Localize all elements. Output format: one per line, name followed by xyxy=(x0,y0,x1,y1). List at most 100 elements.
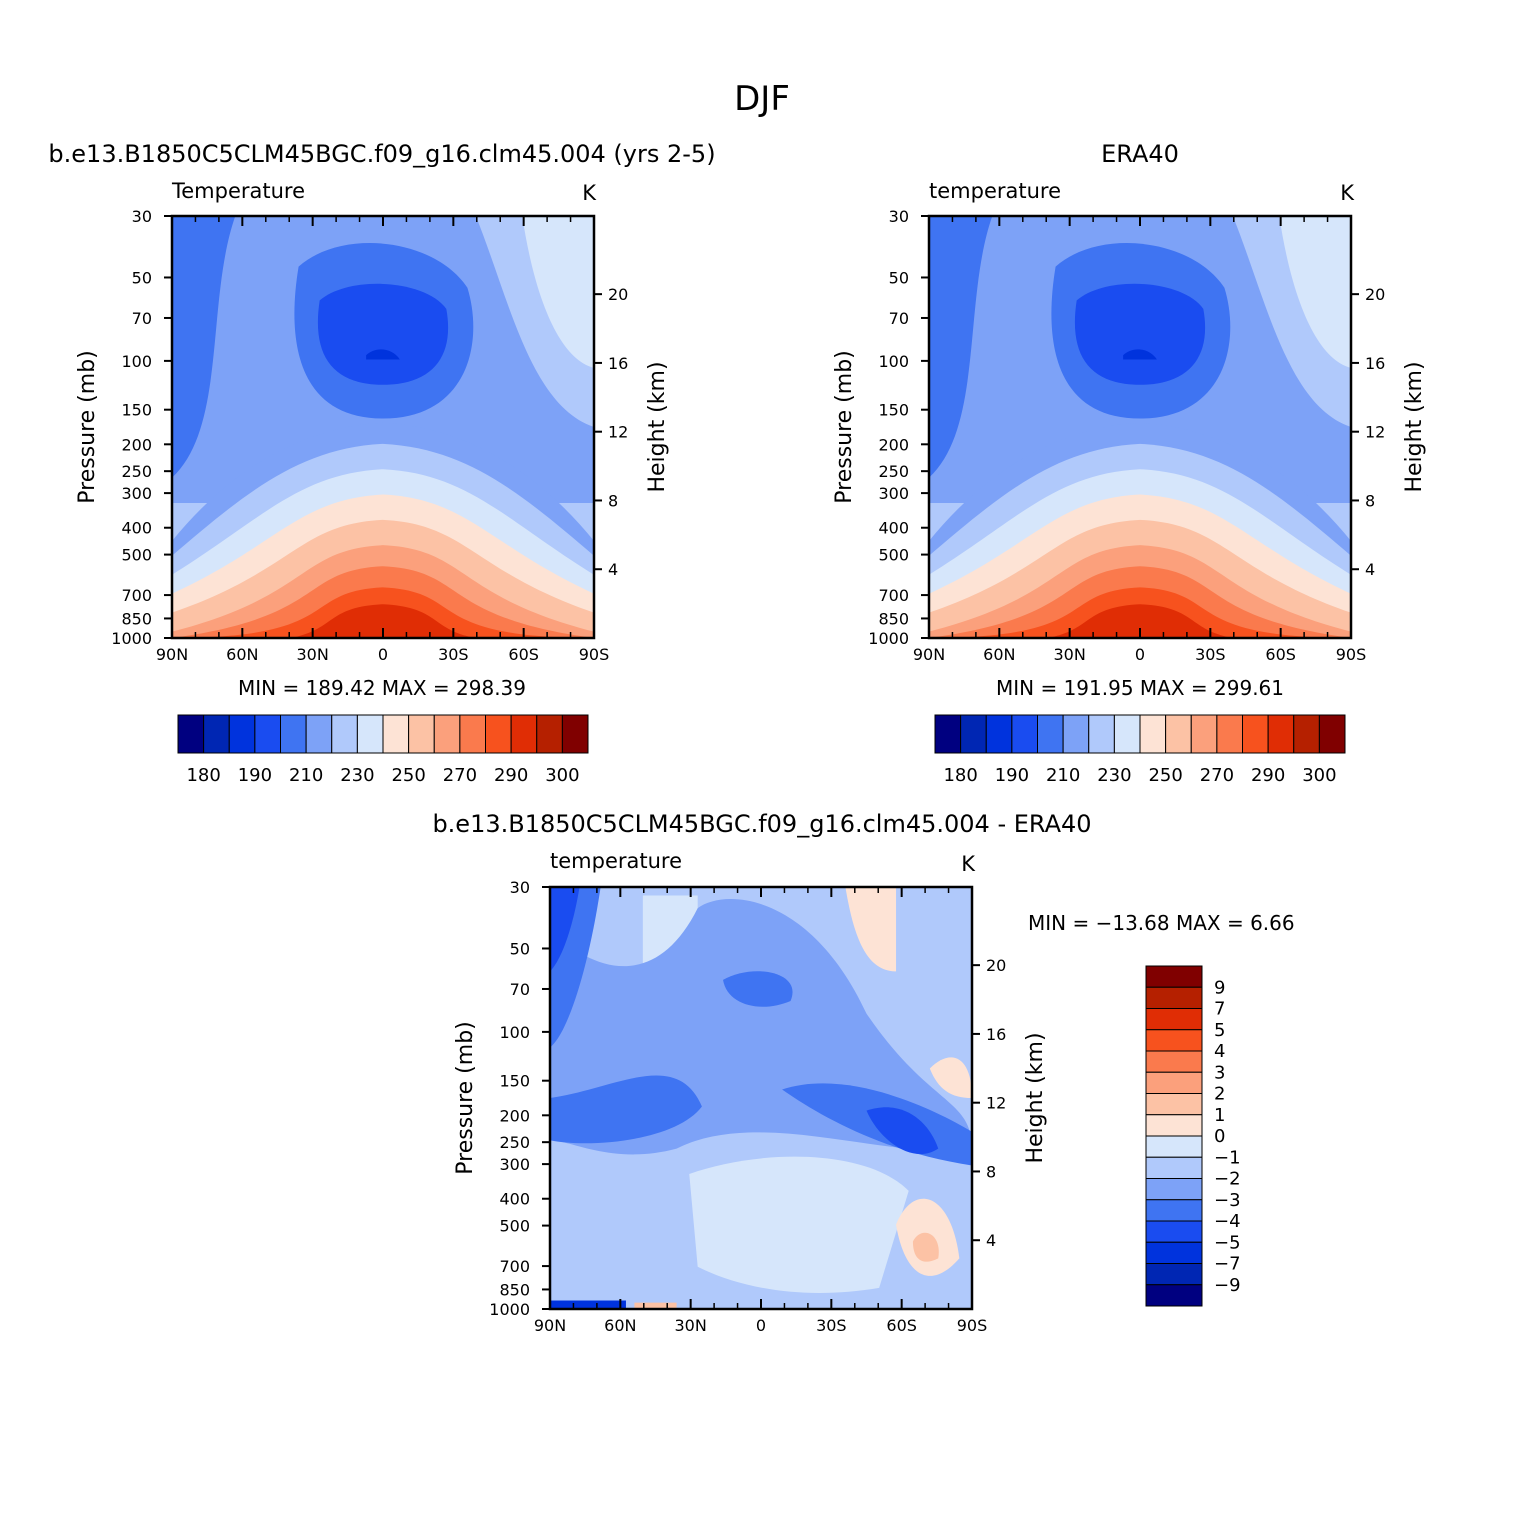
colorbar-label: 0 xyxy=(1214,1126,1225,1147)
x-tick-label: 60N xyxy=(226,645,258,664)
x-tick-label: 60N xyxy=(604,1316,636,1335)
y-tick-label: 850 xyxy=(878,609,909,628)
colorbar-label: 300 xyxy=(545,765,579,786)
x-tick-label: 30N xyxy=(297,645,329,664)
chart-plot-model: 90N 60N 30N 0 30S 60S 90S 30 50 70 100 150 200 250 300… xyxy=(75,207,670,664)
colorbar-swatch xyxy=(280,714,307,754)
colorbar-swatch xyxy=(1293,714,1320,754)
colorbar-label: 290 xyxy=(494,765,528,786)
colorbar-swatch xyxy=(459,714,486,754)
x-tick-label: 90S xyxy=(957,1316,988,1335)
colorbar-label: 180 xyxy=(943,765,977,786)
colorbar-label: −2 xyxy=(1214,1169,1241,1190)
colorbar-swatch xyxy=(408,714,435,754)
chart-plot-diff: 90N 60N 30N 0 30S 60S 90S 30 50 70 100 150 200 250 300… xyxy=(453,878,1048,1335)
colorbar-swatch xyxy=(1145,1178,1203,1201)
x-tick-label: 30N xyxy=(1054,645,1086,664)
y-tick-label: 400 xyxy=(878,519,909,538)
y-tick-label: 250 xyxy=(121,462,152,481)
x-tick-label: 0 xyxy=(756,1316,766,1335)
contour-band xyxy=(689,1156,909,1293)
contour-band xyxy=(929,216,993,478)
contour-band xyxy=(172,604,594,638)
colorbar-label: 7 xyxy=(1214,999,1225,1020)
colorbar-swatch xyxy=(1145,1135,1203,1158)
colorbar-swatch xyxy=(1145,1093,1203,1116)
y-tick-label: 100 xyxy=(878,352,909,371)
colorbar-swatch xyxy=(305,714,333,754)
contour-band xyxy=(929,604,1351,638)
y2-tick-label: 16 xyxy=(986,1025,1006,1044)
colorbar-swatch xyxy=(1242,714,1269,754)
y2-tick-label: 16 xyxy=(608,354,628,373)
x-tick-label: 60S xyxy=(886,1316,917,1335)
colorbar-label: 270 xyxy=(1200,765,1234,786)
y-tick-label: 70 xyxy=(889,309,909,328)
y-axis-title: Pressure (mb) xyxy=(453,1021,478,1175)
colorbar-label: 3 xyxy=(1214,1062,1225,1083)
colorbar-swatch xyxy=(1267,714,1295,754)
colorbar-swatch xyxy=(177,714,205,754)
colorbar-swatch xyxy=(485,714,512,754)
contour-band xyxy=(522,216,594,368)
colorbar-label: 290 xyxy=(1251,765,1285,786)
y-tick-label: 200 xyxy=(878,435,909,454)
panel-diff: b.e13.B1850C5CLM45BGC.f09_g16.clm45.004 … xyxy=(432,810,1294,935)
colorbar-swatch xyxy=(1145,1114,1203,1137)
colorbar-swatch xyxy=(1145,1008,1203,1031)
colorbar: 180 190 210 230 250 270 290 300 xyxy=(177,714,589,786)
y-tick-label: 150 xyxy=(121,401,152,420)
colorbar-label: −9 xyxy=(1214,1275,1241,1296)
figure-title: DJF xyxy=(734,79,790,119)
y-tick-label: 200 xyxy=(121,435,152,454)
contour-band xyxy=(1279,216,1351,368)
y2-tick-label: 12 xyxy=(1365,423,1385,442)
contour-band xyxy=(550,1075,702,1144)
y2-tick-label: 4 xyxy=(1365,560,1375,579)
colorbar-swatch xyxy=(1145,1241,1203,1264)
colorbar-swatch xyxy=(561,714,589,754)
y-tick-label: 500 xyxy=(878,546,909,565)
y2-tick-label: 12 xyxy=(608,423,628,442)
contour-band xyxy=(845,887,897,972)
y-tick-label: 300 xyxy=(878,484,909,503)
y-tick-label: 700 xyxy=(878,586,909,605)
contour-band xyxy=(172,216,236,478)
colorbar-label: −5 xyxy=(1214,1232,1241,1253)
y2-tick-label: 16 xyxy=(1365,354,1385,373)
y-tick-label: 30 xyxy=(132,207,152,226)
colorbar-swatch xyxy=(1011,714,1038,754)
y2-tick-label: 12 xyxy=(986,1094,1006,1113)
colorbar-label: 5 xyxy=(1214,1020,1225,1041)
x-tick-label: 30S xyxy=(816,1316,847,1335)
min-max-label: MIN = 191.95 MAX = 299.61 xyxy=(996,676,1284,700)
colorbar-swatch xyxy=(203,714,230,754)
y2-tick-label: 4 xyxy=(608,560,618,579)
y-tick-label: 500 xyxy=(499,1217,530,1236)
colorbar-swatch xyxy=(1145,1050,1203,1073)
contour-band xyxy=(929,1057,972,1098)
colorbar-label: −3 xyxy=(1214,1190,1241,1211)
y-axis-title: Pressure (mb) xyxy=(832,350,857,504)
x-tick-label: 90N xyxy=(156,645,188,664)
x-tick-label: 60N xyxy=(983,645,1015,664)
colorbar-swatch xyxy=(934,714,962,754)
colorbar-swatch xyxy=(1139,714,1167,754)
contour-band xyxy=(912,1232,939,1262)
panel-obs: ERA40 temperature K MIN = 191.95 MAX = 2… xyxy=(929,140,1355,700)
colorbar-swatch xyxy=(1145,1029,1203,1052)
colorbar-swatch xyxy=(1088,714,1115,754)
y-tick-label: 1000 xyxy=(489,1300,530,1319)
colorbar-label: 250 xyxy=(391,765,425,786)
contour-field xyxy=(929,216,1351,638)
colorbar-swatch xyxy=(1113,714,1141,754)
y-tick-label: 1000 xyxy=(111,629,152,648)
contour-band xyxy=(317,283,449,385)
min-max-label: MIN = 189.42 MAX = 298.39 xyxy=(238,676,526,700)
colorbar-label: 230 xyxy=(340,765,374,786)
y-tick-label: 300 xyxy=(121,484,152,503)
contour-band xyxy=(550,1300,626,1309)
colorbar-swatch xyxy=(1145,986,1203,1009)
colorbar-swatch xyxy=(1145,1156,1203,1179)
